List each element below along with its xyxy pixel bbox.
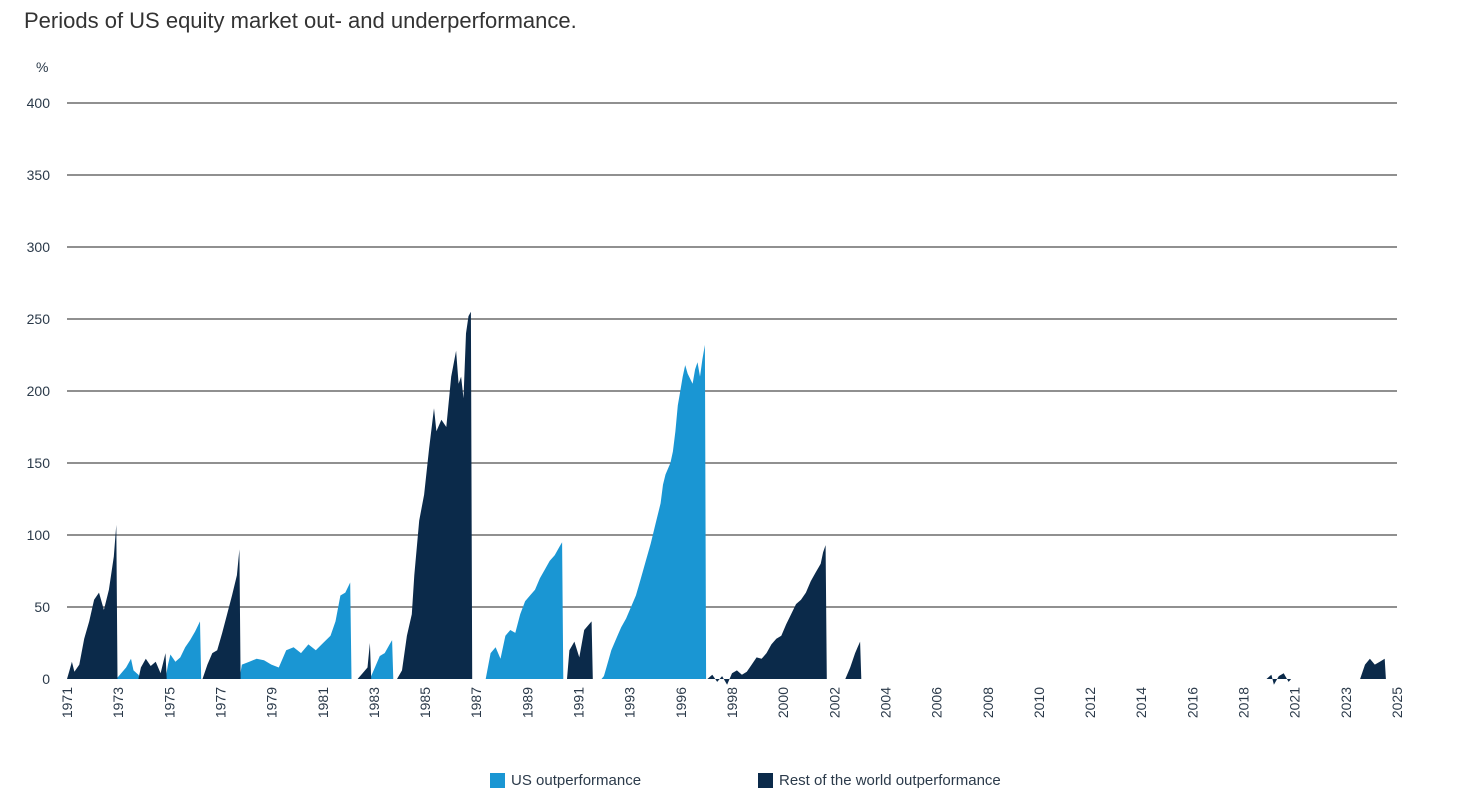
us-outperformance-area-1 <box>165 621 202 679</box>
legend-swatch-us <box>490 773 505 788</box>
us-outperformance-area-4 <box>485 542 564 679</box>
row-outperformance-area-4 <box>397 311 473 679</box>
y-tick-label: 300 <box>27 239 51 255</box>
x-tick-label: 2000 <box>775 687 791 718</box>
row-outperformance-area-6 <box>707 545 827 685</box>
row-outperformance-area-2 <box>202 549 241 679</box>
row-outperformance-area-9 <box>1360 658 1386 679</box>
series-areas <box>67 311 1386 685</box>
x-tick-label: 1987 <box>468 687 484 718</box>
x-tick-label: 1983 <box>366 687 382 718</box>
y-tick-label: 350 <box>27 167 51 183</box>
legend-label-us: US outperformance <box>511 772 642 789</box>
x-tick-label: 1975 <box>161 687 177 718</box>
row-outperformance-area-8 <box>1266 673 1292 685</box>
y-axis-unit-label: % <box>36 59 48 75</box>
legend-item-us: US outperformance <box>490 772 641 789</box>
x-tick-label: 1989 <box>519 687 535 718</box>
x-tick-labels: 1971 1973 1975 1977 1979 1981 1983 1985 1987 1989… <box>59 687 1405 718</box>
x-tick-label: 2004 <box>877 687 893 718</box>
x-tick-label: 2006 <box>929 687 945 718</box>
x-tick-label: 2021 <box>1287 687 1303 718</box>
us-outperformance-area-3 <box>369 640 394 679</box>
x-tick-label: 1979 <box>264 687 280 718</box>
row-outperformance-area-1 <box>138 653 167 679</box>
x-tick-label: 2008 <box>980 687 996 718</box>
x-tick-label: 2016 <box>1184 687 1200 718</box>
row-outperformance-area-7 <box>845 641 862 679</box>
row-outperformance-area-5 <box>567 621 593 679</box>
row-outperformance-area-0 <box>67 524 118 679</box>
y-tick-label: 250 <box>27 311 51 327</box>
y-tick-label: 100 <box>27 527 51 543</box>
legend-item-row: Rest of the world outperformance <box>758 772 1001 789</box>
x-tick-label: 2010 <box>1031 687 1047 718</box>
us-outperformance-area-5 <box>601 344 707 679</box>
x-tick-label: 2023 <box>1338 687 1354 718</box>
x-tick-label: 2018 <box>1236 687 1252 718</box>
x-tick-label: 1985 <box>417 687 433 718</box>
legend-swatch-row <box>758 773 773 788</box>
y-tick-label: 400 <box>27 95 51 111</box>
x-tick-label: 1991 <box>571 687 587 718</box>
legend-label-row: Rest of the world outperformance <box>779 772 1001 789</box>
y-tick-label: 0 <box>42 671 50 687</box>
y-tick-label: 150 <box>27 455 51 471</box>
x-tick-label: 1993 <box>622 687 638 718</box>
legend: US outperformance Rest of the world outp… <box>0 772 1470 796</box>
us-outperformance-area-0 <box>116 658 141 679</box>
x-tick-label: 1996 <box>673 687 689 718</box>
x-tick-label: 2025 <box>1389 687 1405 718</box>
x-tick-label: 2002 <box>826 687 842 718</box>
x-tick-label: 1973 <box>110 687 126 718</box>
y-tick-label: 50 <box>34 599 50 615</box>
x-tick-label: 2014 <box>1133 687 1149 718</box>
us-outperformance-area-2 <box>239 582 352 679</box>
x-tick-label: 1977 <box>212 687 228 718</box>
y-tick-label: 200 <box>27 383 51 399</box>
row-outperformance-area-3 <box>357 643 372 679</box>
x-tick-label: 2012 <box>1082 687 1098 718</box>
chart-title: Periods of US equity market out- and und… <box>24 8 577 33</box>
x-tick-label: 1971 <box>59 687 75 718</box>
x-tick-label: 1998 <box>724 687 740 718</box>
grid-lines <box>67 102 1397 608</box>
y-tick-labels: 0 50 100 150 200 250 300 350 400 <box>27 95 51 687</box>
x-tick-label: 1981 <box>315 687 331 718</box>
